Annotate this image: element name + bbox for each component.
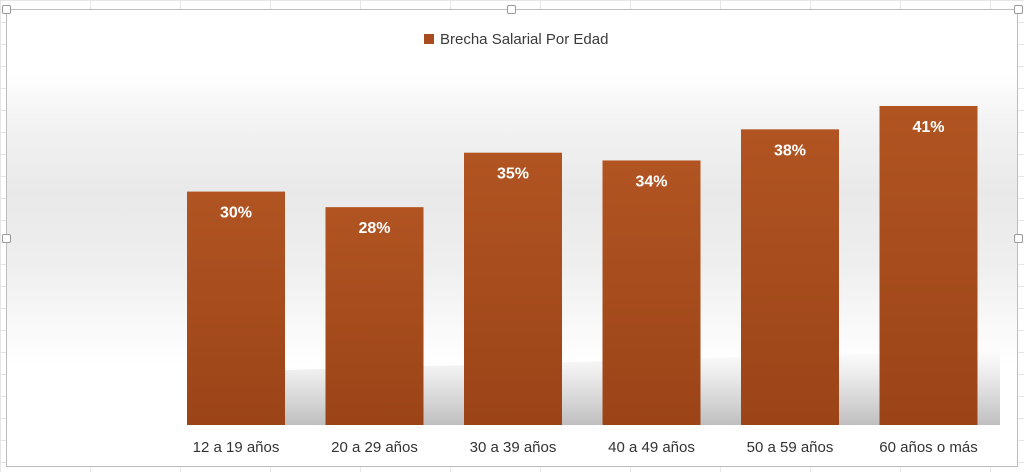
- category-tick-label: 12 a 19 años: [193, 439, 280, 456]
- data-label: 28%: [358, 220, 390, 237]
- category-tick-label: 50 a 59 años: [747, 439, 834, 456]
- bar[interactable]: [187, 191, 285, 425]
- data-labels: 30% 28% 35% 34% 38% 41%: [220, 119, 945, 237]
- data-label: 30%: [220, 205, 252, 222]
- bar-series: [187, 106, 978, 425]
- category-tick-label: 40 a 49 años: [608, 439, 695, 456]
- bar[interactable]: [464, 152, 562, 425]
- bar[interactable]: [879, 106, 978, 425]
- category-tick-label: 30 a 39 años: [470, 439, 557, 456]
- resize-handle-top-center[interactable]: [507, 5, 516, 14]
- legend-swatch: [424, 34, 434, 44]
- data-label: 41%: [912, 119, 944, 136]
- bar[interactable]: [325, 207, 424, 425]
- chart-legend[interactable]: Brecha Salarial Por Edad: [424, 30, 608, 48]
- category-tick-label: 20 a 29 años: [331, 439, 418, 456]
- resize-handle-top-left[interactable]: [2, 5, 11, 14]
- category-axis: 12 a 19 años 20 a 29 años 30 a 39 años 40 a…: [193, 439, 978, 456]
- bar[interactable]: [602, 160, 701, 425]
- resize-handle-middle-left[interactable]: [2, 234, 11, 243]
- category-tick-label: 60 años o más: [879, 439, 977, 456]
- resize-handle-middle-right[interactable]: [1014, 234, 1023, 243]
- legend-label: Brecha Salarial Por Edad: [440, 30, 609, 48]
- data-label: 35%: [497, 166, 529, 183]
- bar[interactable]: [741, 129, 839, 425]
- data-label: 34%: [635, 173, 667, 190]
- data-label: 38%: [774, 142, 806, 159]
- resize-handle-top-right[interactable]: [1014, 5, 1023, 14]
